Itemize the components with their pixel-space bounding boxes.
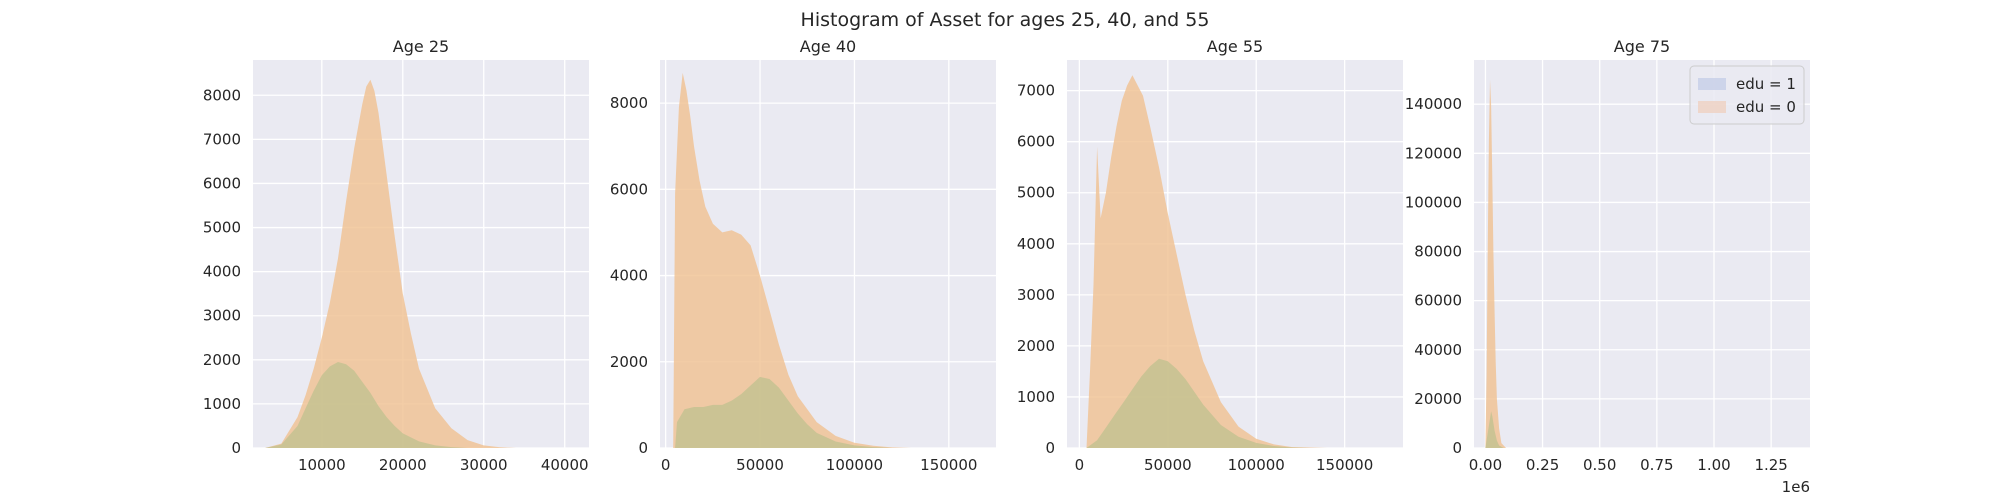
y-tick-label: 1000 — [1017, 388, 1055, 406]
y-tick-label: 2000 — [203, 351, 241, 369]
y-tick-label: 7000 — [1017, 82, 1055, 100]
y-tick-label: 8000 — [610, 94, 648, 112]
series-area-edu-1 — [1485, 411, 1504, 448]
x-tick-label: 100000 — [1228, 456, 1285, 474]
y-tick-label: 6000 — [1017, 133, 1055, 151]
series-area-edu-0 — [673, 72, 912, 448]
x-tick-label: 20000 — [379, 456, 427, 474]
y-tick-label: 60000 — [1414, 292, 1462, 310]
figure-title: Histogram of Asset for ages 25, 40, and … — [801, 9, 1210, 31]
y-tick-label: 0 — [638, 439, 648, 457]
x-tick-label: 150000 — [1316, 456, 1373, 474]
panel-4: Age 75 0.00 0.25 0.50 0.75 1.00 1.25 0 20000 4000… — [1405, 37, 1810, 496]
series-area-edu-0 — [1485, 79, 1506, 448]
y-tick-label: 2000 — [1017, 337, 1055, 355]
legend: edu = 1 edu = 0 — [1689, 65, 1805, 125]
y-tick-label: 100000 — [1405, 193, 1462, 211]
panel-title: Age 75 — [1614, 37, 1670, 56]
plot-area — [1474, 60, 1810, 448]
series-area-edu-1 — [1086, 358, 1310, 448]
y-tick-label: 0 — [231, 439, 241, 457]
y-tick-label: 4000 — [610, 267, 648, 285]
series-area-edu-1 — [265, 362, 468, 448]
panel-title: Age 40 — [800, 37, 856, 56]
y-tick-label: 4000 — [1017, 235, 1055, 253]
legend-label: edu = 0 — [1736, 98, 1796, 116]
panel-title: Age 25 — [393, 37, 449, 56]
panel-2: Age 40 0 50000 100000 150000 0 2000 4000 6000 800… — [610, 37, 996, 474]
x-tick-label: 0.25 — [1526, 456, 1559, 474]
x-tick-label: 40000 — [541, 456, 589, 474]
series-area-edu-1 — [675, 376, 893, 448]
x-offset-label: 1e6 — [1782, 478, 1810, 496]
y-tick-label: 120000 — [1405, 144, 1462, 162]
x-tick-label: 1.00 — [1697, 456, 1730, 474]
x-tick-label: 10000 — [298, 456, 346, 474]
y-tick-label: 40000 — [1414, 341, 1462, 359]
y-tick-label: 4000 — [203, 263, 241, 281]
y-tick-label: 6000 — [610, 180, 648, 198]
panel-3: Age 55 0 50000 100000 150000 0 1000 2000 3000 400… — [1017, 37, 1403, 474]
legend-swatch — [1698, 101, 1726, 113]
y-tick-label: 1000 — [203, 395, 241, 413]
legend-label: edu = 1 — [1736, 75, 1796, 93]
y-tick-label: 7000 — [203, 130, 241, 148]
y-tick-label: 20000 — [1414, 390, 1462, 408]
x-tick-label: 0.75 — [1640, 456, 1673, 474]
x-tick-label: 50000 — [736, 456, 784, 474]
series-area-edu-0 — [265, 79, 517, 448]
y-tick-label: 8000 — [203, 86, 241, 104]
x-tick-label: 0.50 — [1583, 456, 1616, 474]
y-tick-label: 80000 — [1414, 243, 1462, 261]
legend-swatch — [1698, 78, 1726, 90]
y-tick-label: 5000 — [1017, 184, 1055, 202]
x-tick-label: 100000 — [826, 456, 883, 474]
panel-title: Age 55 — [1207, 37, 1263, 56]
y-tick-label: 140000 — [1405, 95, 1462, 113]
x-tick-label: 0.00 — [1469, 456, 1502, 474]
y-tick-label: 2000 — [610, 353, 648, 371]
y-tick-label: 3000 — [203, 307, 241, 325]
y-tick-label: 0 — [1452, 439, 1462, 457]
x-tick-label: 50000 — [1144, 456, 1192, 474]
panel-1: Age 25 10000 20000 30000 40000 0 1000 2000 3000 4… — [203, 37, 589, 474]
y-tick-label: 0 — [1045, 439, 1055, 457]
x-tick-label: 0 — [661, 456, 671, 474]
x-tick-label: 30000 — [460, 456, 508, 474]
y-tick-label: 3000 — [1017, 286, 1055, 304]
x-tick-label: 0 — [1075, 456, 1085, 474]
x-tick-label: 1.25 — [1754, 456, 1787, 474]
x-tick-label: 150000 — [920, 456, 977, 474]
y-tick-label: 5000 — [203, 219, 241, 237]
y-tick-label: 6000 — [203, 174, 241, 192]
series-area-edu-0 — [1086, 75, 1327, 448]
